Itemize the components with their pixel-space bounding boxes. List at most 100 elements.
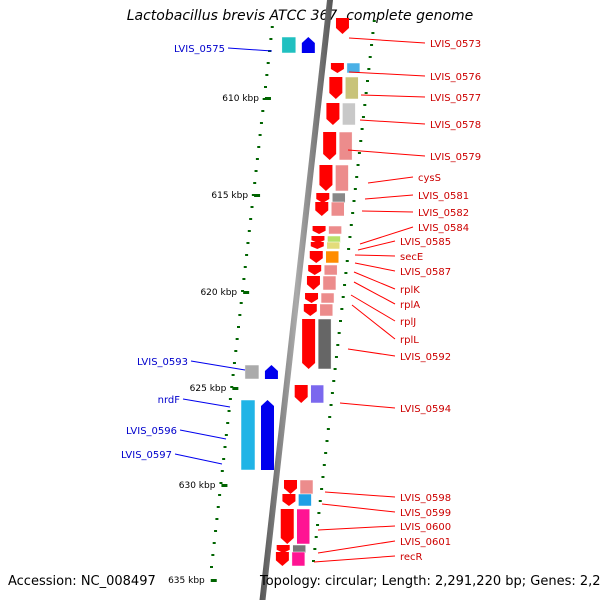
forward-gene-arrow <box>323 132 337 160</box>
dna-tick <box>250 206 254 208</box>
forward-gene-arrow <box>315 202 329 216</box>
forward-gene-arrow <box>319 165 333 191</box>
feature-shade <box>323 264 338 276</box>
scale-tick-label: 630 kbp <box>179 481 216 491</box>
dna-tick <box>243 266 247 268</box>
dna-tick <box>367 68 371 70</box>
forward-gene-arrow <box>306 276 320 290</box>
dna-tick <box>348 236 352 238</box>
gene-label: cysS <box>418 173 441 184</box>
dna-tick <box>316 524 320 526</box>
dna-tick <box>325 440 329 442</box>
gene-label: LVIS_0601 <box>400 537 451 548</box>
gene-label-connector <box>313 555 396 563</box>
feature-shade <box>346 62 361 74</box>
dna-tick <box>262 98 266 100</box>
dna-tick <box>356 164 360 166</box>
dna-tick <box>337 332 341 334</box>
gene-label-connector <box>359 119 426 125</box>
dna-tick <box>368 56 372 58</box>
forward-gene-arrow <box>275 552 289 566</box>
dna-tick <box>347 248 351 250</box>
dna-tick <box>333 368 337 370</box>
dna-tick <box>265 74 269 76</box>
scale-tick-label: 610 kbp <box>222 94 259 104</box>
gene-label-connector <box>360 94 426 98</box>
gene-label-connector <box>174 453 223 465</box>
dna-tick <box>341 296 345 298</box>
dna-tick <box>357 152 361 154</box>
gene-label: LVIS_0581 <box>418 191 469 202</box>
forward-gene-arrow <box>330 63 344 73</box>
dna-tick <box>320 488 324 490</box>
scale-tick-label: 625 kbp <box>190 384 227 394</box>
dna-tick <box>343 284 347 286</box>
forward-gene-arrow <box>316 193 330 203</box>
feature-shade <box>240 399 256 471</box>
dna-tick <box>227 410 231 412</box>
dna-tick <box>349 224 353 226</box>
dna-tick <box>326 428 330 430</box>
gene-label-connector <box>353 281 396 305</box>
dna-tick <box>332 380 336 382</box>
scale-tick-mark <box>264 97 271 100</box>
gene-label: recR <box>400 552 423 563</box>
dna-tick <box>345 260 349 262</box>
gene-label-connector <box>190 360 246 371</box>
gene-label-connector <box>361 210 414 213</box>
gene-label-connector <box>353 271 396 290</box>
dna-tick <box>257 146 261 148</box>
gene-label: LVIS_0582 <box>418 208 469 219</box>
gene-label: rplA <box>400 300 420 311</box>
dna-tick <box>360 128 364 130</box>
dna-backbone-line <box>259 0 333 600</box>
dna-tick <box>351 212 355 214</box>
gene-label-connector <box>351 304 396 340</box>
dna-tick <box>223 446 227 448</box>
forward-gene-arrow <box>280 509 294 544</box>
scale-tick-label: 620 kbp <box>200 288 237 298</box>
dna-tick <box>340 308 344 310</box>
dna-tick <box>216 506 220 508</box>
dna-tick <box>218 494 222 496</box>
feature-shade <box>291 551 306 567</box>
forward-gene-arrow <box>305 293 319 303</box>
dna-tick <box>247 230 251 232</box>
map-title: Lactobacillus brevis ATCC 367, complete … <box>126 8 474 24</box>
feature-shades <box>240 36 361 567</box>
gene-label: LVIS_0584 <box>418 223 469 234</box>
dna-tick <box>253 182 257 184</box>
dna-tick <box>353 188 357 190</box>
dna-tick <box>322 464 326 466</box>
gene-label: LVIS_0579 <box>430 152 481 163</box>
dna-tick <box>314 536 318 538</box>
dna-tick <box>241 290 245 292</box>
forward-gene-arrow <box>308 265 322 275</box>
feature-shade <box>326 241 341 250</box>
forward-gene-arrow <box>276 545 290 553</box>
forward-gene-arrow <box>326 103 340 125</box>
forward-gene-arrow <box>311 236 325 243</box>
feature-shade <box>281 36 297 54</box>
dna-tick <box>366 80 369 82</box>
forward-gene-arrow <box>282 494 296 506</box>
gene-label-connector <box>354 262 396 272</box>
feature-shade <box>335 164 349 192</box>
gene-label-connector <box>347 348 396 357</box>
topology-label: Topology: circular; Length: 2,291,220 bp… <box>260 574 600 589</box>
accession-label: Accession: NC_008497 <box>8 574 156 589</box>
gene-label: LVIS_0594 <box>400 404 451 415</box>
scale-tick-mark <box>232 387 239 390</box>
gene-label-connector <box>227 47 273 52</box>
dna-tick <box>313 548 317 550</box>
dna-tick <box>318 500 322 502</box>
gene-label-connector <box>179 429 227 440</box>
forward-gene-arrow <box>310 242 324 249</box>
gene-label: LVIS_0592 <box>400 352 451 363</box>
dna-tick <box>317 512 321 514</box>
kbp-scale: 610 kbp 615 kbp 620 kbp 625 kbp 630 kbp 635 k… <box>168 94 271 586</box>
dna-tick <box>230 386 234 388</box>
dna-tick <box>212 542 216 544</box>
feature-shade <box>328 225 342 235</box>
feature-shade <box>299 479 314 495</box>
